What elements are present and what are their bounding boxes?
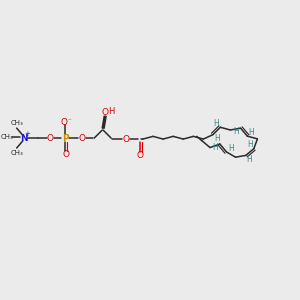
- Text: O: O: [136, 152, 143, 160]
- Text: O: O: [79, 134, 86, 142]
- Text: +: +: [25, 131, 31, 137]
- Polygon shape: [102, 116, 106, 128]
- Text: O: O: [61, 118, 68, 127]
- Text: P: P: [62, 134, 69, 142]
- Text: H: H: [228, 144, 234, 153]
- Text: O: O: [63, 151, 70, 160]
- Text: H: H: [213, 143, 218, 152]
- Text: H: H: [248, 140, 253, 149]
- Text: H: H: [214, 119, 219, 128]
- Text: H: H: [214, 134, 220, 143]
- Text: CH₃: CH₃: [10, 150, 23, 156]
- Text: O: O: [47, 134, 54, 142]
- Text: H: H: [108, 107, 114, 116]
- Text: O: O: [102, 108, 109, 117]
- Text: CH₃: CH₃: [10, 120, 23, 126]
- Text: H: H: [249, 128, 254, 137]
- Text: H: H: [233, 127, 239, 136]
- Text: N: N: [20, 134, 28, 142]
- Text: ⁻: ⁻: [68, 118, 71, 124]
- Text: O: O: [122, 135, 130, 144]
- Text: H: H: [247, 155, 252, 164]
- Text: CH₃: CH₃: [0, 134, 13, 140]
